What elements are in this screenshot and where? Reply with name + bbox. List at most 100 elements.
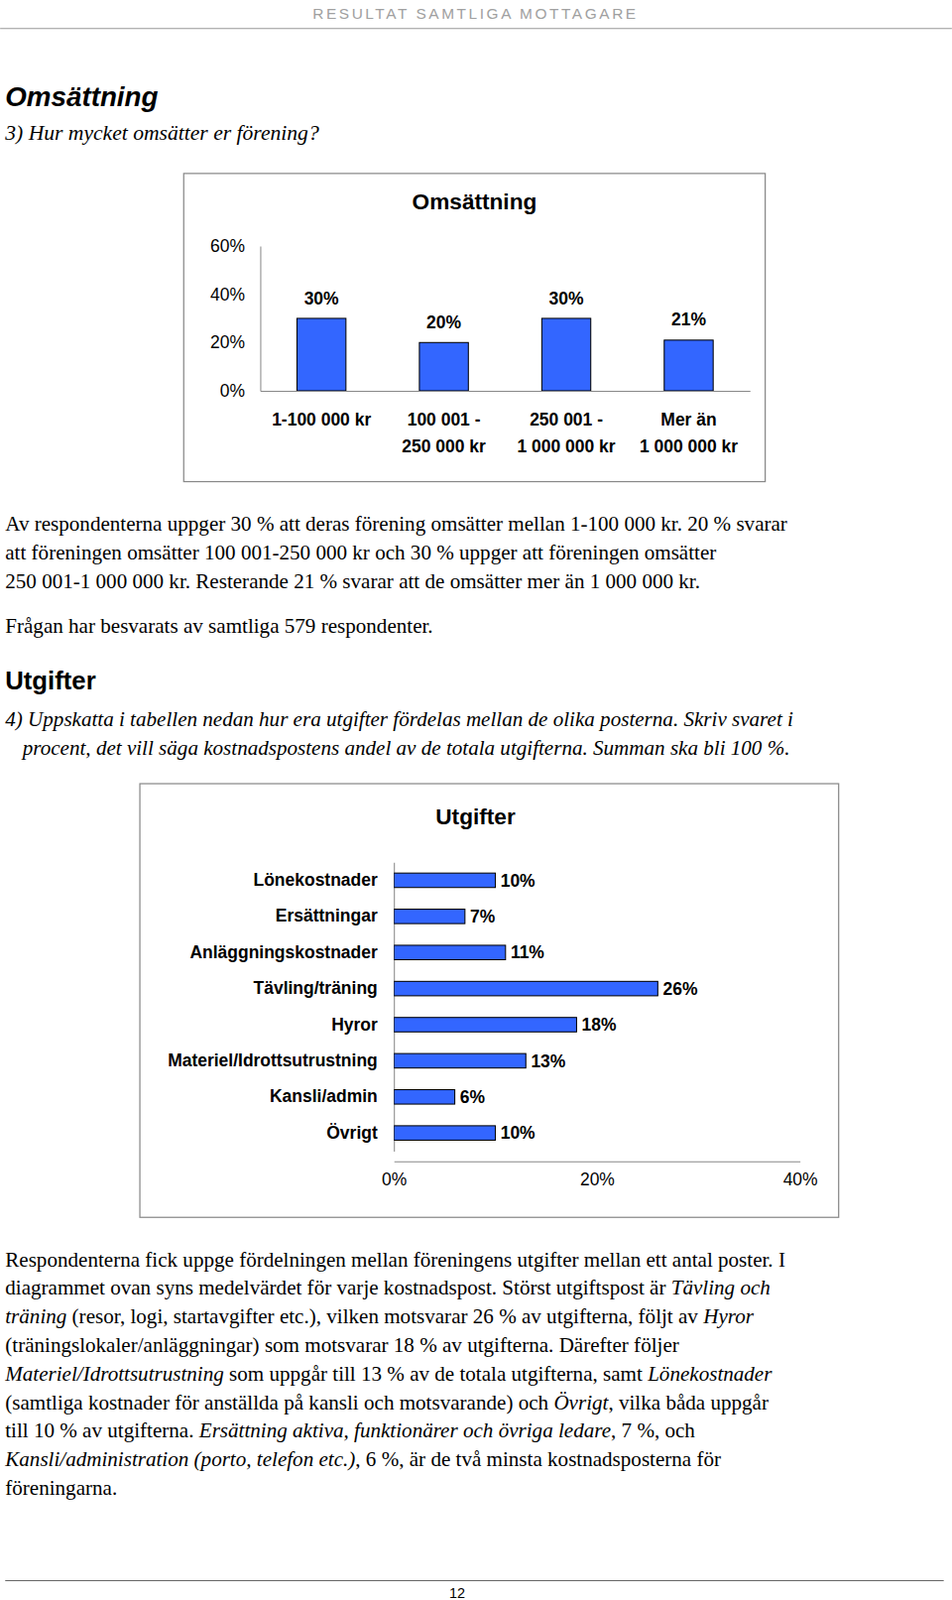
tick-label: Anläggningskostnader [189,942,377,962]
tick: Kansli/admin [269,1085,394,1106]
tick: 40% [210,284,260,305]
x-axis: 1-100 000 kr 100 001 - 250 000 kr 250 001 -… [260,390,751,457]
question: 4) Uppskatta i tabellen nedan hur era ut… [4,707,794,731]
paragraph-line: Respondenterna fick uppge fördelningen m… [4,1247,786,1272]
tick: 0% [220,380,261,401]
text-run: (resor, logi, startavgifter etc.), vilke… [66,1304,704,1328]
data-label: 10% [500,1122,536,1143]
emphasis: Övrigt [553,1390,609,1415]
tick-label: Lönekostnader [253,869,378,890]
bar [393,1125,495,1141]
data-label: 13% [530,1051,566,1071]
paragraph-line: Frågan har besvarats av samtliga 579 res… [4,613,433,638]
text-run: (samtliga kostnader för anställda på kan… [4,1390,554,1415]
data-label: 7% [470,906,496,927]
chart-title: Utgifter [435,804,516,830]
emphasis: Kansli/administration (porto, telefon et… [3,1446,356,1471]
tick: Tävling/träning [253,977,395,998]
paragraph-line: föreningarna. [4,1475,118,1500]
tick: 1-100 000 kr [271,390,371,430]
paragraph-line: träning (resor, logi, startavgifter etc.… [4,1304,754,1328]
axis-line [394,1161,801,1163]
tick-label: Övrigt [326,1122,378,1143]
section-heading: Omsättning [4,81,158,113]
tick-label: 20% [580,1169,615,1190]
text-run: , 7 %, och [610,1418,696,1442]
data-label: 6% [460,1086,486,1107]
paragraph-line: (samtliga kostnader för anställda på kan… [4,1390,769,1415]
tick-label: 20% [210,332,245,353]
tick: Övrigt [326,1122,394,1143]
paragraph-line: Av respondenterna uppger 30 % att deras … [4,511,788,536]
paragraph-line: (träningslokaler/anläggningar) som motsv… [4,1332,680,1357]
question: procent, det vill säga kostnadspostens a… [20,735,791,760]
section-heading: Utgifter [4,666,96,695]
tick: Mer än 1 000 000 kr [639,390,738,457]
text-run: föreningarna. [4,1475,118,1500]
x-axis: 0% 20% 40% [381,1161,819,1190]
bar [393,945,506,960]
paragraph-line: diagrammet ovan syns medelvärdet för var… [4,1275,771,1300]
text-run: till 10 % av utgifterna. [4,1418,200,1442]
bar [393,872,495,888]
chart-frame [139,783,839,1217]
bar [419,342,469,391]
bar [541,318,591,391]
data-label: 21% [671,309,707,330]
tick: 20% [210,332,260,353]
tick: 20% [580,1161,615,1190]
tick-label-line: 1 000 000 kr [516,436,615,457]
tick-label: Kansli/admin [269,1085,378,1106]
chart-frame [183,173,765,482]
text-run: , vilka båda uppgår [607,1390,769,1415]
data-label: 30% [304,288,340,309]
emphasis: Tävling och [671,1275,771,1300]
tick-label-line: 100 001 - [407,409,481,430]
tick-label: 0% [220,380,245,401]
bar [393,909,466,925]
tick-label-line: 250 001 - [529,409,603,430]
emphasis: Ersättning aktiva, funktionärer och övri… [198,1418,611,1442]
tick-label: 1-100 000 kr [271,409,371,430]
tick-label: 0% [381,1169,407,1190]
bars [393,872,658,1140]
tick-label: Mer än 1 000 000 kr [639,409,738,457]
bar [393,980,658,996]
paragraph-line: 250 001-1 000 000 kr. Resterande 21 % sv… [4,569,701,594]
tick-label: 40% [783,1169,819,1190]
tick: 100 001 - 250 000 kr [401,390,486,457]
chart-title: Omsättning [412,189,538,215]
tick-label: 40% [210,284,245,305]
axis-line [393,862,395,1152]
bars [296,318,714,391]
header-rule [0,27,952,29]
data-label: 18% [582,1014,617,1035]
bar [393,1089,455,1105]
tick: Lönekostnader [253,869,395,890]
tick-label: 250 001 - 1 000 000 kr [516,409,615,457]
bar [296,318,346,391]
tick-label: 100 001 - 250 000 kr [401,409,486,457]
emphasis: Materiel/Idrottsutrustning [3,1361,225,1386]
data-label: 11% [510,942,545,962]
bar [393,1017,577,1033]
tick: Ersättningar [275,905,394,926]
tick-label-line: 250 000 kr [401,436,486,457]
header-title: RESULTAT SAMTLIGA MOTTAGARE [312,4,639,22]
text-run: (träningslokaler/anläggningar) som motsv… [4,1332,680,1357]
question: 3) Hur mycket omsätter er förening? [3,120,320,145]
page-svg: RESULTAT SAMTLIGA MOTTAGARE Omsättning 3) … [0,0,952,1600]
emphasis: Hyror [702,1304,755,1328]
axis-line [260,390,751,392]
tick-label: Tävling/träning [253,977,378,998]
emphasis: träning [4,1304,67,1328]
tick-label-line: 1 000 000 kr [639,436,738,457]
y-axis: Lönekostnader Ersättningar Anläggningskost… [167,862,395,1152]
tick-label-line: Mer än [660,409,716,430]
tick: 250 001 - 1 000 000 kr [516,390,615,457]
tick-label: 60% [210,236,245,256]
tick: Hyror [331,1014,394,1035]
data-label: 26% [662,978,698,999]
axis-line [259,245,261,391]
text-run: , 6 %, är de två minsta kostnadsposterna… [355,1446,721,1471]
